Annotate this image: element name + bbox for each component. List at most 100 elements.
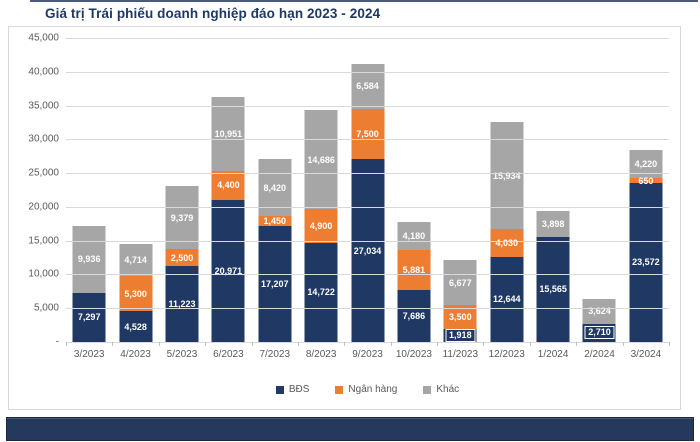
bar-segment: 4,180 (397, 222, 431, 251)
stacked-bar: 4,714 5,300 4,528 (119, 243, 153, 342)
y-axis-tick-label: 15,000 (28, 235, 59, 247)
bar-segment: 3,898 (536, 210, 570, 237)
y-axis-tick-label: 10,000 (28, 268, 59, 280)
y-axis-tick-label: 35,000 (28, 100, 59, 112)
bar-slot: 3,898 15,565 (530, 38, 576, 342)
bar-slot: 9,379 2,500 11,223 (159, 38, 205, 342)
bar-data-label: 3,624 (588, 306, 611, 317)
bar-data-label: 6,584 (356, 81, 379, 92)
bar-data-label: 15,934 (492, 170, 521, 181)
bar-segment: 4,030 (490, 229, 524, 257)
bar-data-label: 4,030 (495, 237, 518, 248)
bar-segment: 7,686 (397, 290, 431, 342)
x-axis-tick (669, 342, 670, 346)
bar-data-label: 4,400 (217, 180, 240, 191)
bar-segment: 7,297 (72, 292, 106, 342)
bar-segment: 10,951 (211, 96, 245, 171)
bar-data-label: 5,881 (402, 265, 426, 276)
bar-segment: 7,500 (351, 108, 385, 160)
bar-segment: 2,500 (165, 249, 199, 267)
plot-wrap: 9,936 7,297 4,714 5,300 4,528 9,379 2,500 11,22… (9, 33, 680, 360)
gridline (66, 105, 669, 107)
legend-swatch-icon (423, 385, 432, 394)
gridline (66, 240, 669, 242)
x-axis-label: 9/2023 (352, 349, 383, 360)
chart-container: 9,936 7,297 4,714 5,300 4,528 9,379 2,500 11,22… (8, 26, 681, 410)
gridline (66, 38, 669, 39)
bar-data-label: 3,898 (541, 218, 565, 229)
x-axis-tick (529, 342, 531, 346)
stacked-bar: 6,584 7,500 27,034 (351, 64, 385, 342)
bar-data-label: 11,223 (168, 299, 196, 310)
bar-data-label: 1,450 (263, 215, 287, 226)
bar-data-label: 2,710 (584, 326, 615, 340)
bar-data-label: 6,677 (449, 277, 472, 288)
x-axis-label: 2/2024 (584, 349, 615, 360)
stacked-bar: 3,898 15,565 (536, 210, 570, 342)
bar-data-label: 17,207 (260, 278, 289, 289)
bar-data-label: 7,686 (402, 311, 426, 322)
bar-data-label: 4,714 (124, 254, 147, 265)
bar-segment: 14,686 (304, 110, 338, 210)
y-axis-tick-label: 20,000 (28, 201, 59, 213)
x-axis-label: 5/2023 (166, 349, 198, 360)
x-axis-tick (576, 342, 578, 346)
bar-data-label: 3,500 (449, 312, 472, 323)
y-axis-tick-label: 40,000 (28, 66, 59, 78)
stacked-bar: 6,677 3,500 1,918 (443, 260, 477, 343)
x-axis-label: 8/2023 (305, 349, 337, 360)
bar-segment: 3,500 (443, 305, 477, 330)
bar-data-label: 10,951 (214, 128, 243, 139)
bar-data-label: 12,644 (492, 294, 521, 305)
bar-slot: 4,220 650 23,572 (623, 38, 669, 342)
gridline (66, 71, 669, 73)
bar-segment: 4,528 (119, 311, 153, 342)
x-axis-tick (390, 342, 392, 346)
legend-label: BĐS (288, 384, 310, 395)
bar-segment: 1,450 (258, 215, 292, 226)
gridline (66, 139, 669, 141)
x-axis-label: 4/2023 (120, 349, 151, 360)
bar-data-label: 1,918 (445, 329, 476, 343)
bar-segment: 6,584 (351, 64, 385, 109)
bar-segment: 27,034 (351, 159, 385, 342)
x-axis-tick (344, 342, 346, 346)
bar-segment: 6,677 (443, 260, 477, 306)
bar-slot: 15,934 4,030 12,644 (484, 38, 530, 342)
stacked-bar: 9,379 2,500 11,223 (165, 185, 199, 342)
x-axis-tick (158, 342, 160, 346)
bar-segment: 650 (629, 176, 663, 186)
bar-data-label: 9,379 (170, 212, 194, 223)
x-axis-label: 7/2023 (259, 349, 291, 360)
gridline (66, 173, 669, 175)
bar-slot: 4,714 5,300 4,528 (112, 38, 158, 342)
footer-bar (6, 417, 694, 441)
bar-data-label: 5,300 (124, 288, 147, 299)
bar-segment: 2,710 (582, 323, 616, 342)
bar-slot: 4,180 5,881 7,686 (391, 38, 437, 342)
gridline (66, 274, 669, 276)
stacked-bar: 10,951 4,400 20,971 (211, 96, 245, 342)
bar-slot: 8,420 1,450 17,207 (252, 38, 298, 342)
stacked-bar: 9,936 7,297 (72, 225, 106, 342)
legend-item: BĐS (275, 384, 310, 395)
bar-data-label: 4,220 (634, 159, 658, 170)
bar-segment: 4,400 (211, 170, 245, 201)
chart-title: Giá trị Trái phiếu doanh nghiệp đáo hạn … (45, 6, 381, 21)
bar-data-label: 4,180 (402, 231, 426, 242)
bar-segment: 11,223 (165, 266, 199, 342)
bar-slot: 14,686 4,900 14,722 (298, 38, 344, 342)
bar-segment: 9,379 (165, 185, 199, 250)
x-axis-label: 3/2024 (630, 349, 662, 360)
bar-data-label: 9,936 (77, 254, 101, 265)
bar-data-label: 4,528 (124, 321, 147, 332)
bar-slot: 9,936 7,297 (66, 38, 112, 342)
bar-slot: 3,624 2,710 (576, 38, 622, 342)
bar-segment: 4,714 (119, 243, 153, 276)
bar-data-label: 14,686 (307, 154, 335, 165)
x-axis-tick (297, 342, 299, 346)
bar-segment: 12,644 (490, 256, 524, 342)
bar-segment: 15,934 (490, 121, 524, 230)
bar-segment: 8,420 (258, 159, 292, 216)
x-axis-tick (622, 342, 624, 346)
